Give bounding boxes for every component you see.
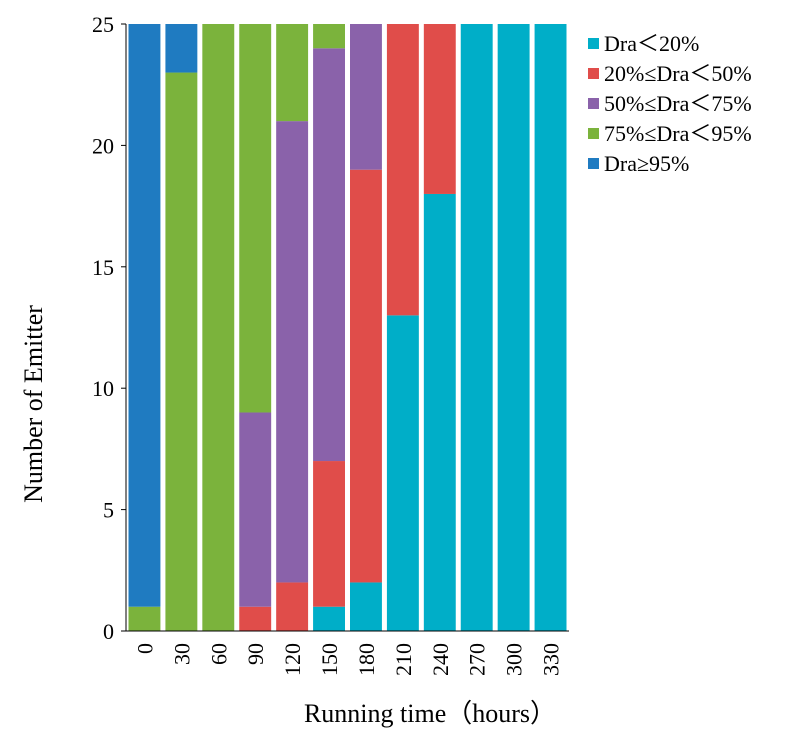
- bar-segment-180-series-2: [350, 24, 382, 170]
- legend-swatch-2: [588, 98, 599, 109]
- x-axis-title: Running time（hours）: [304, 699, 556, 728]
- legend-label-3: 75%≤Dra＜95%: [604, 121, 752, 146]
- bar-segment-240-series-1: [423, 24, 456, 194]
- bar-segment-300-series-0: [497, 24, 530, 631]
- bar-segment-0-series-3: [128, 606, 161, 631]
- bar-segment-180-series-1: [350, 169, 382, 583]
- bar-segment-240-series-0: [423, 193, 456, 631]
- y-tick-label-25: 25: [92, 12, 114, 37]
- legend-swatch-3: [588, 128, 599, 139]
- legend-swatch-0: [588, 38, 599, 49]
- legend-label-0: Dra＜20%: [604, 31, 699, 56]
- x-tick-label-240: 240: [428, 643, 453, 676]
- bar-segment-150-series-0: [313, 606, 345, 631]
- legend-swatch-1: [588, 68, 599, 79]
- bar-segment-120-series-2: [276, 121, 309, 583]
- legend-label-4: Dra≥95%: [604, 151, 689, 176]
- bar-segment-120-series-3: [276, 24, 309, 122]
- bar-segment-330-series-0: [534, 24, 567, 631]
- bar-segment-90-series-2: [239, 412, 272, 607]
- bar-segment-30-series-4: [165, 24, 198, 73]
- x-tick-label-300: 300: [502, 643, 527, 676]
- bar-segment-150-series-3: [313, 24, 345, 49]
- legend-label-1: 20%≤Dra＜50%: [604, 61, 752, 86]
- x-tick-label-60: 60: [206, 643, 231, 665]
- x-tick-label-210: 210: [391, 643, 416, 676]
- bar-segment-120-series-1: [276, 582, 309, 631]
- legend-label-2: 50%≤Dra＜75%: [604, 91, 752, 116]
- bar-segment-210-series-0: [386, 315, 419, 631]
- x-tick-label-90: 90: [243, 643, 268, 665]
- legend-swatch-4: [588, 158, 599, 169]
- x-tick-label-30: 30: [169, 643, 194, 665]
- y-tick-label-20: 20: [92, 133, 114, 158]
- y-tick-label-0: 0: [103, 619, 114, 644]
- bar-segment-180-series-0: [350, 582, 382, 631]
- y-tick-label-10: 10: [92, 376, 114, 401]
- x-tick-label-150: 150: [317, 643, 342, 676]
- x-tick-label-270: 270: [465, 643, 490, 676]
- y-axis-title: Number of Emitter: [19, 305, 48, 503]
- y-tick-label-5: 5: [103, 498, 114, 523]
- bar-segment-90-series-3: [239, 24, 272, 413]
- bar-segment-150-series-1: [313, 461, 345, 607]
- bar-segment-210-series-1: [386, 24, 419, 316]
- y-axis: 0 5 10 15 20 25: [92, 12, 127, 644]
- bar-segment-30-series-3: [165, 72, 198, 631]
- y-tick-label-15: 15: [92, 255, 114, 280]
- bar-segment-270-series-0: [460, 24, 493, 631]
- x-tick-label-180: 180: [354, 643, 379, 676]
- x-tick-label-120: 120: [280, 643, 305, 676]
- x-tick-label-0: 0: [132, 643, 157, 654]
- x-axis: 0 30 60 90 120 150 180 210 240 270 300 330: [126, 630, 569, 676]
- bar-segment-0-series-4: [128, 24, 161, 607]
- x-tick-label-330: 330: [539, 643, 564, 676]
- bar-segment-60-series-3: [202, 24, 235, 631]
- legend: Dra＜20% 20%≤Dra＜50% 50%≤Dra＜75% 75%≤Dra＜95%…: [588, 31, 752, 176]
- bar-segment-150-series-2: [313, 48, 345, 462]
- bar-segment-90-series-1: [239, 606, 272, 631]
- bars-group: [128, 24, 567, 631]
